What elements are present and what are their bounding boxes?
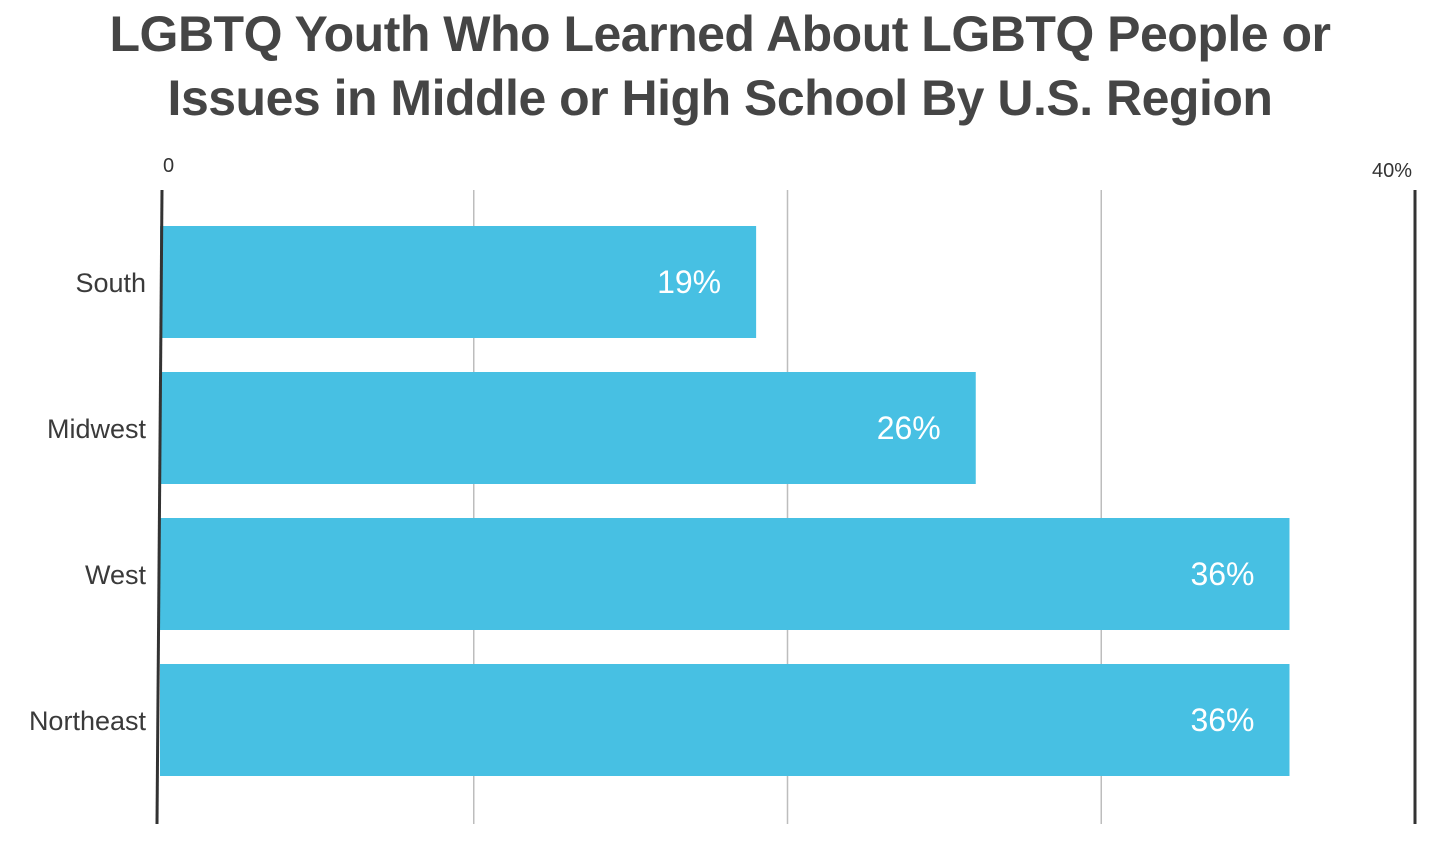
bar-south xyxy=(160,226,757,338)
bar-west xyxy=(160,518,1290,630)
chart-title-line-1: LGBTQ Youth Who Learned About LGBTQ Peop… xyxy=(109,6,1331,62)
bar-midwest xyxy=(160,372,976,484)
x-tick-label-min: 0 xyxy=(163,155,174,177)
chart-title: LGBTQ Youth Who Learned About LGBTQ Peop… xyxy=(0,2,1440,130)
x-zero-axis-line xyxy=(155,189,164,825)
category-label-west: West xyxy=(85,560,147,590)
chart-title-line-2: Issues in Middle or High School By U.S. … xyxy=(167,70,1273,126)
category-label-northeast: Northeast xyxy=(29,706,147,736)
data-label-west: 36% xyxy=(1190,556,1254,592)
category-label-south: South xyxy=(75,268,146,298)
x-tick-label-max: 40% xyxy=(1372,160,1412,182)
data-label-northeast: 36% xyxy=(1190,702,1254,738)
category-label-midwest: Midwest xyxy=(47,414,147,444)
data-label-south: 19% xyxy=(657,264,721,300)
data-label-midwest: 26% xyxy=(877,410,941,446)
bar-northeast xyxy=(160,664,1290,776)
